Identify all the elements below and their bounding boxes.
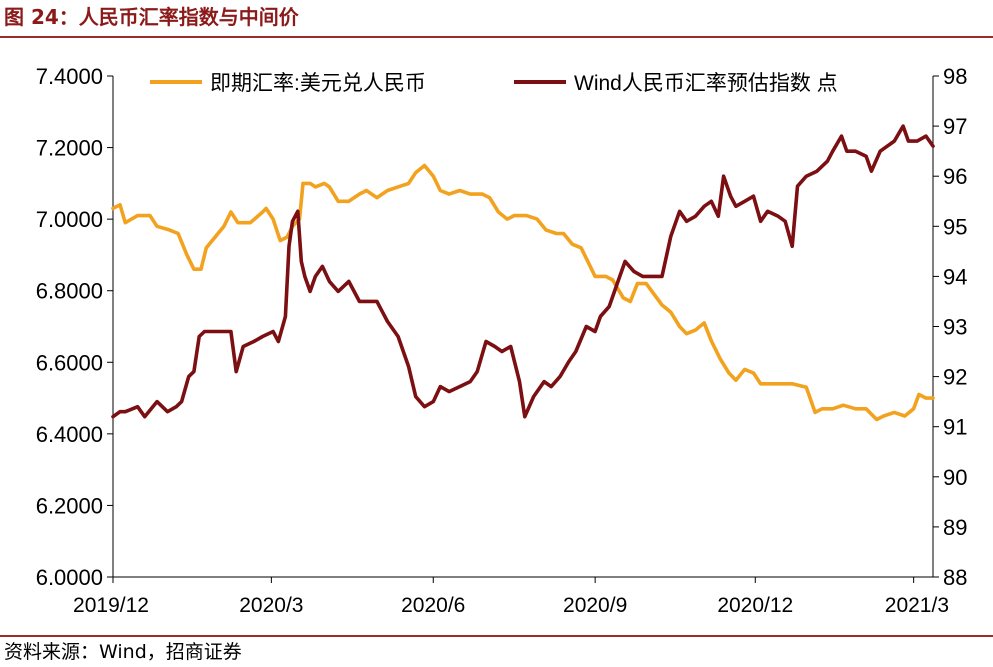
series-layer — [111, 124, 935, 422]
figure-title: 图 24：人民币汇率指数与中间价 — [4, 5, 299, 29]
chart-axes — [112, 76, 934, 578]
title-rule — [0, 36, 993, 38]
right-tick-label: 97 — [943, 114, 967, 139]
right-axis-ticks: 88 89 90 91 92 93 94 95 96 97 98 — [933, 64, 967, 590]
left-tick-label: 7.4000 — [36, 64, 103, 89]
right-tick-label: 90 — [943, 465, 967, 490]
right-tick-label: 96 — [943, 164, 967, 189]
rmb-index-line — [111, 124, 935, 419]
x-tick-label: 2020/3 — [239, 594, 303, 617]
footer-rule — [0, 635, 993, 637]
x-tick-label: 2020/9 — [563, 594, 627, 617]
left-tick-label: 6.4000 — [36, 422, 103, 447]
right-tick-label: 88 — [943, 565, 967, 590]
right-tick-label: 89 — [943, 515, 967, 540]
x-tick-label: 2019/12 — [73, 594, 149, 617]
left-tick-label: 7.0000 — [36, 207, 103, 232]
right-tick-label: 93 — [943, 315, 967, 340]
right-tick-label: 95 — [943, 214, 967, 239]
right-tick-label: 94 — [943, 264, 967, 289]
x-axis-ticks: 2019/12 2020/3 2020/6 2020/9 2020/12 2021/3 — [73, 577, 949, 617]
legend-label: 即期汇率:美元兑人民币 — [210, 72, 426, 95]
left-axis-ticks: 6.0000 6.2000 6.4000 6.6000 6.8000 7.0000 7.20… — [36, 64, 113, 590]
left-tick-label: 6.6000 — [36, 350, 103, 375]
x-tick-label: 2021/3 — [885, 594, 949, 617]
source-note: 资料来源：Wind，招商证券 — [4, 641, 242, 663]
x-tick-label: 2020/12 — [717, 594, 793, 617]
chart-legend: 即期汇率:美元兑人民币 Wind人民币汇率预估指数 点 — [150, 72, 838, 95]
left-tick-label: 6.2000 — [36, 493, 103, 518]
right-tick-label: 98 — [943, 64, 967, 89]
x-tick-label: 2020/6 — [401, 594, 465, 617]
legend-label: Wind人民币汇率预估指数 点 — [574, 72, 838, 95]
right-tick-label: 92 — [943, 365, 967, 390]
spot-rate-line — [111, 163, 935, 422]
right-tick-label: 91 — [943, 415, 967, 440]
left-tick-label: 6.8000 — [36, 279, 103, 304]
left-tick-label: 6.0000 — [36, 565, 103, 590]
left-tick-label: 7.2000 — [36, 136, 103, 161]
